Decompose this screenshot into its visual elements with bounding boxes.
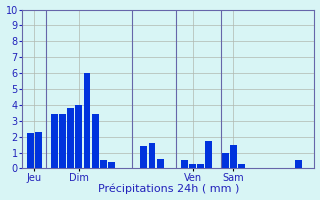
X-axis label: Précipitations 24h ( mm ): Précipitations 24h ( mm ) xyxy=(98,184,239,194)
Bar xyxy=(27,133,34,168)
Bar xyxy=(100,160,107,168)
Bar xyxy=(108,162,115,168)
Bar xyxy=(189,164,196,168)
Bar xyxy=(35,132,42,168)
Bar xyxy=(67,108,74,168)
Bar xyxy=(59,114,66,168)
Bar xyxy=(140,146,147,168)
Bar xyxy=(238,164,245,168)
Bar xyxy=(197,164,204,168)
Bar xyxy=(205,141,212,168)
Bar xyxy=(222,153,228,168)
Bar xyxy=(181,160,188,168)
Bar xyxy=(51,114,58,168)
Bar xyxy=(76,105,82,168)
Bar xyxy=(84,73,91,168)
Bar xyxy=(230,145,237,168)
Bar xyxy=(148,143,156,168)
Bar xyxy=(295,160,302,168)
Bar xyxy=(92,114,99,168)
Bar xyxy=(156,159,164,168)
